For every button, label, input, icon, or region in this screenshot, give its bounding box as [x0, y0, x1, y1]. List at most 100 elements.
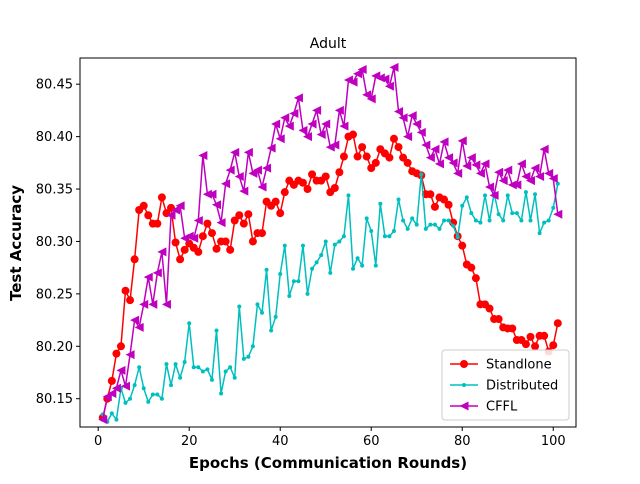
data-point [330, 183, 339, 192]
data-point [130, 315, 140, 325]
data-point [546, 218, 551, 223]
x-tick-label: 60 [363, 434, 380, 449]
data-point [316, 130, 326, 140]
data-point [416, 127, 426, 137]
data-point [478, 220, 483, 225]
legend-box [441, 349, 570, 421]
data-point [464, 195, 469, 200]
data-point [225, 165, 235, 175]
data-point [205, 367, 210, 372]
data-point [426, 190, 435, 199]
series-distributed [100, 172, 560, 424]
data-point [339, 121, 349, 131]
data-point [239, 219, 248, 228]
data-point [107, 376, 116, 385]
y-tick-label: 80.30 [36, 235, 73, 250]
data-point [139, 299, 149, 309]
data-point [173, 362, 178, 367]
data-point [239, 186, 249, 196]
data-point [221, 179, 231, 189]
legend-marker [462, 383, 466, 387]
data-point [544, 168, 554, 178]
legend-marker [460, 360, 468, 368]
data-point [469, 211, 474, 216]
data-point [228, 365, 233, 370]
y-tick-label: 80.35 [36, 183, 73, 198]
data-point [362, 152, 371, 161]
data-point [298, 125, 308, 135]
data-point [440, 195, 449, 204]
data-point [421, 140, 431, 150]
data-point [346, 193, 351, 198]
data-point [234, 171, 244, 181]
data-point [451, 223, 456, 228]
data-point [139, 201, 148, 210]
data-point [341, 234, 346, 239]
data-point [273, 314, 278, 319]
data-point [348, 77, 358, 87]
data-point [112, 349, 121, 358]
data-point [531, 342, 540, 351]
data-point [198, 232, 207, 241]
data-point [111, 383, 121, 393]
y-tick-label: 80.25 [36, 287, 73, 302]
data-point [501, 218, 506, 223]
data-point [125, 350, 135, 360]
data-point [482, 193, 487, 198]
data-point [314, 260, 319, 265]
data-point [152, 268, 162, 278]
data-point [510, 211, 515, 216]
data-point [178, 375, 183, 380]
data-point [430, 202, 439, 211]
data-point [458, 241, 467, 250]
data-point [507, 180, 517, 190]
data-point [334, 105, 344, 115]
data-point [116, 342, 125, 351]
data-point [175, 201, 185, 211]
data-point [410, 216, 415, 221]
data-point [505, 193, 510, 198]
data-point [264, 267, 269, 272]
data-point [161, 299, 171, 309]
data-point [232, 375, 237, 380]
data-point [457, 136, 467, 146]
data-point [367, 164, 376, 173]
data-point [248, 237, 257, 246]
data-point [284, 121, 294, 131]
data-point [539, 144, 549, 154]
data-point [358, 143, 367, 152]
x-tick-label: 80 [454, 434, 471, 449]
data-point [187, 321, 192, 326]
data-point [280, 113, 290, 123]
data-point [155, 392, 160, 397]
x-tick-label: 100 [541, 434, 566, 449]
data-point [258, 229, 267, 238]
data-point [494, 315, 503, 324]
data-point [471, 274, 480, 283]
data-point [328, 270, 333, 275]
data-point [533, 192, 538, 197]
data-point [551, 205, 556, 210]
data-point [332, 242, 337, 247]
data-point [221, 237, 230, 246]
data-point [275, 134, 285, 144]
data-point [462, 161, 472, 171]
data-point [296, 279, 301, 284]
data-point [132, 383, 137, 388]
data-point [419, 172, 424, 177]
data-point [305, 291, 310, 296]
data-point [146, 399, 151, 404]
y-tick-label: 80.40 [36, 130, 73, 145]
data-point [537, 231, 542, 236]
data-point [485, 182, 495, 192]
data-point [298, 178, 307, 187]
data-point [375, 73, 385, 83]
data-point [512, 180, 522, 190]
data-point [485, 304, 494, 313]
data-point [351, 266, 356, 271]
data-point [202, 189, 212, 199]
legend-entry: CFFL [450, 400, 518, 415]
data-point [271, 119, 281, 129]
data-point [214, 328, 219, 333]
